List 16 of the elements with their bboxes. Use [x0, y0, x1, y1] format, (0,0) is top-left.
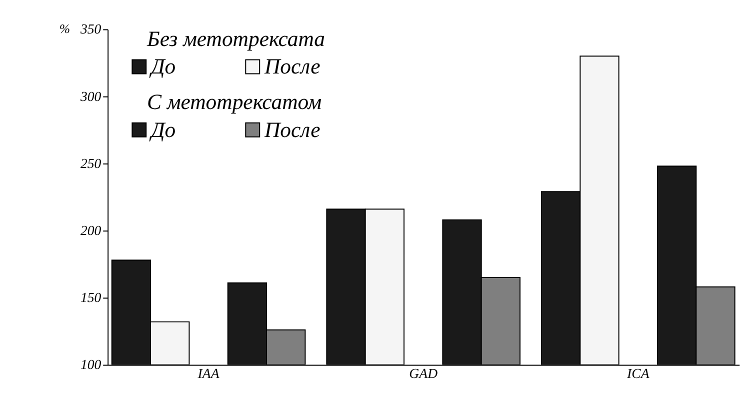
x-tick-label: IAA: [196, 366, 220, 382]
y-tick-label: 300: [79, 88, 102, 104]
y-tick-label: 200: [80, 222, 102, 238]
x-tick-label: GAD: [409, 366, 438, 382]
y-tick-label: 350: [79, 22, 102, 37]
y-axis-title: %: [59, 22, 70, 36]
legend-label: До: [148, 54, 176, 79]
y-tick-label: 250: [80, 156, 102, 171]
annotation: С метотрексатом: [147, 90, 322, 114]
y-tick-label: 150: [80, 290, 102, 306]
x-tick-label: ICA: [626, 366, 650, 382]
legend-label: После: [263, 54, 321, 79]
y-tick-label: 100: [80, 357, 102, 372]
legend-label: До: [148, 118, 176, 142]
legend-label: После: [263, 118, 321, 142]
annotation: Без метотрексата: [146, 27, 326, 52]
